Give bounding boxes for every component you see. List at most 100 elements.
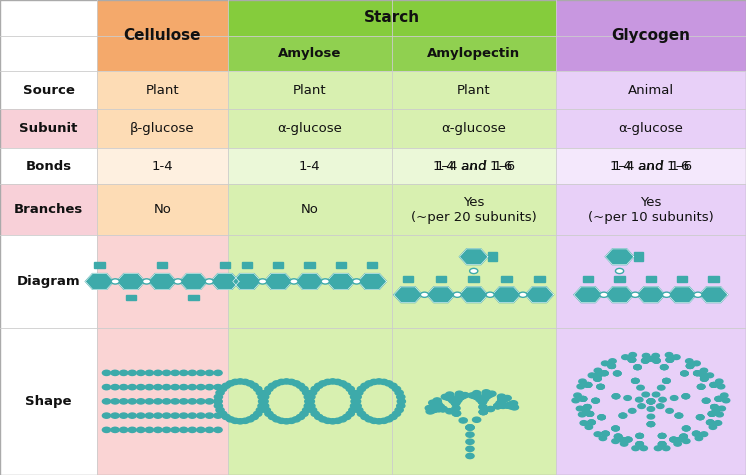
Circle shape	[674, 438, 682, 443]
Polygon shape	[233, 274, 261, 289]
Circle shape	[586, 411, 594, 416]
Circle shape	[329, 379, 337, 384]
Bar	[615, 276, 625, 282]
Circle shape	[494, 403, 502, 408]
Circle shape	[315, 383, 323, 389]
Circle shape	[137, 413, 145, 418]
Polygon shape	[327, 274, 355, 289]
Polygon shape	[358, 274, 386, 289]
Circle shape	[600, 292, 608, 297]
Circle shape	[586, 411, 594, 416]
Circle shape	[636, 434, 643, 438]
Circle shape	[480, 396, 489, 401]
Bar	[556, 328, 746, 475]
Circle shape	[578, 412, 586, 417]
Circle shape	[671, 396, 678, 400]
Circle shape	[659, 442, 666, 446]
Circle shape	[577, 384, 584, 389]
Circle shape	[585, 425, 592, 429]
Circle shape	[680, 434, 687, 439]
Bar	[392, 36, 556, 71]
Circle shape	[216, 390, 224, 395]
Circle shape	[697, 415, 704, 419]
Circle shape	[329, 419, 337, 424]
Circle shape	[708, 411, 715, 416]
Circle shape	[479, 409, 487, 415]
Circle shape	[612, 394, 620, 399]
Bar	[488, 252, 497, 261]
Circle shape	[456, 395, 464, 400]
Circle shape	[354, 390, 363, 395]
Circle shape	[583, 409, 590, 414]
Circle shape	[290, 279, 298, 284]
Circle shape	[466, 439, 474, 445]
Bar	[556, 148, 746, 184]
Circle shape	[613, 371, 621, 376]
Circle shape	[694, 292, 702, 297]
Circle shape	[594, 376, 601, 381]
Circle shape	[601, 371, 608, 376]
Circle shape	[446, 396, 454, 401]
Circle shape	[483, 391, 491, 397]
Circle shape	[624, 437, 632, 442]
Circle shape	[231, 380, 239, 385]
Circle shape	[145, 385, 154, 389]
Circle shape	[504, 403, 513, 408]
Circle shape	[586, 411, 594, 416]
Circle shape	[653, 358, 660, 363]
Circle shape	[468, 393, 477, 398]
Text: Amylose: Amylose	[278, 47, 341, 60]
Circle shape	[339, 381, 347, 386]
Circle shape	[292, 381, 301, 386]
Bar	[556, 0, 746, 36]
Circle shape	[296, 383, 304, 389]
Circle shape	[473, 394, 481, 399]
Circle shape	[662, 292, 671, 297]
Circle shape	[119, 385, 128, 389]
Circle shape	[452, 411, 460, 416]
Circle shape	[145, 413, 154, 418]
Circle shape	[214, 428, 222, 432]
Bar	[125, 294, 137, 301]
Bar	[583, 276, 594, 282]
Circle shape	[629, 352, 636, 357]
Circle shape	[583, 405, 591, 409]
Circle shape	[584, 382, 592, 387]
Circle shape	[370, 418, 378, 423]
Circle shape	[466, 425, 474, 430]
Circle shape	[470, 268, 478, 274]
Circle shape	[666, 358, 674, 362]
Circle shape	[128, 385, 137, 389]
Circle shape	[283, 379, 291, 384]
Circle shape	[666, 358, 674, 362]
Circle shape	[615, 434, 622, 439]
Circle shape	[632, 446, 639, 451]
Circle shape	[681, 371, 689, 376]
Circle shape	[642, 353, 650, 358]
Bar	[0, 109, 97, 148]
Circle shape	[602, 431, 609, 436]
Circle shape	[608, 364, 615, 369]
Circle shape	[269, 383, 277, 389]
Circle shape	[226, 381, 234, 386]
Circle shape	[649, 357, 656, 361]
Circle shape	[680, 434, 687, 439]
Bar	[97, 0, 228, 36]
Circle shape	[214, 403, 222, 408]
Circle shape	[119, 399, 128, 404]
Circle shape	[145, 428, 154, 432]
Circle shape	[583, 405, 591, 409]
Circle shape	[171, 399, 179, 404]
Circle shape	[596, 372, 604, 377]
Circle shape	[675, 413, 683, 418]
Circle shape	[634, 365, 642, 370]
Circle shape	[446, 394, 454, 399]
Circle shape	[128, 399, 137, 404]
Circle shape	[287, 380, 295, 385]
Circle shape	[305, 399, 313, 404]
Circle shape	[706, 420, 714, 425]
Circle shape	[180, 399, 188, 404]
Circle shape	[624, 437, 632, 442]
Circle shape	[599, 436, 606, 441]
Circle shape	[624, 396, 631, 400]
